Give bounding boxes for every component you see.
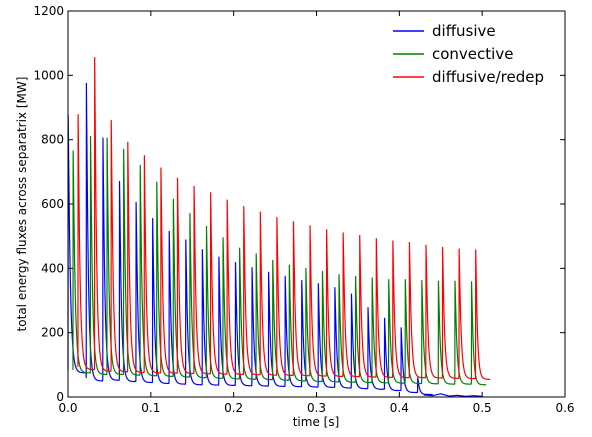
legend: diffusive convective diffusive/redep xyxy=(393,22,544,86)
y-tick-label: 0 xyxy=(56,390,64,404)
y-tick-label: 600 xyxy=(41,197,64,211)
y-tick-label: 200 xyxy=(41,326,64,340)
x-tick-label: 0.1 xyxy=(141,401,160,415)
legend-label: diffusive/redep xyxy=(432,68,544,86)
series-line-3 xyxy=(77,57,491,380)
x-tick-label: 0.2 xyxy=(224,401,243,415)
x-axis-label: time [s] xyxy=(293,415,340,429)
y-tick-label: 800 xyxy=(41,133,64,147)
x-tick-label: 0.0 xyxy=(58,401,77,415)
y-tick-label: 1200 xyxy=(33,4,64,18)
series-line-2 xyxy=(72,135,487,386)
legend-label: convective xyxy=(432,45,513,63)
legend-label: diffusive xyxy=(432,22,496,40)
x-tick-label: 0.3 xyxy=(307,401,326,415)
y-axis-label: total energy fluxes across separatrix [M… xyxy=(15,77,29,332)
y-tick-label: 400 xyxy=(41,261,64,275)
series-layer xyxy=(67,57,491,397)
x-tick-label: 0.6 xyxy=(555,401,574,415)
x-axis: 0.0 0.1 0.2 0.3 0.4 0.5 0.6 xyxy=(58,11,575,415)
x-tick-label: 0.4 xyxy=(390,401,409,415)
x-tick-label: 0.5 xyxy=(473,401,492,415)
y-axis: 0 200 400 600 800 1000 1200 xyxy=(33,4,565,404)
y-tick-label: 1000 xyxy=(33,68,64,82)
series-line-1 xyxy=(67,82,483,397)
